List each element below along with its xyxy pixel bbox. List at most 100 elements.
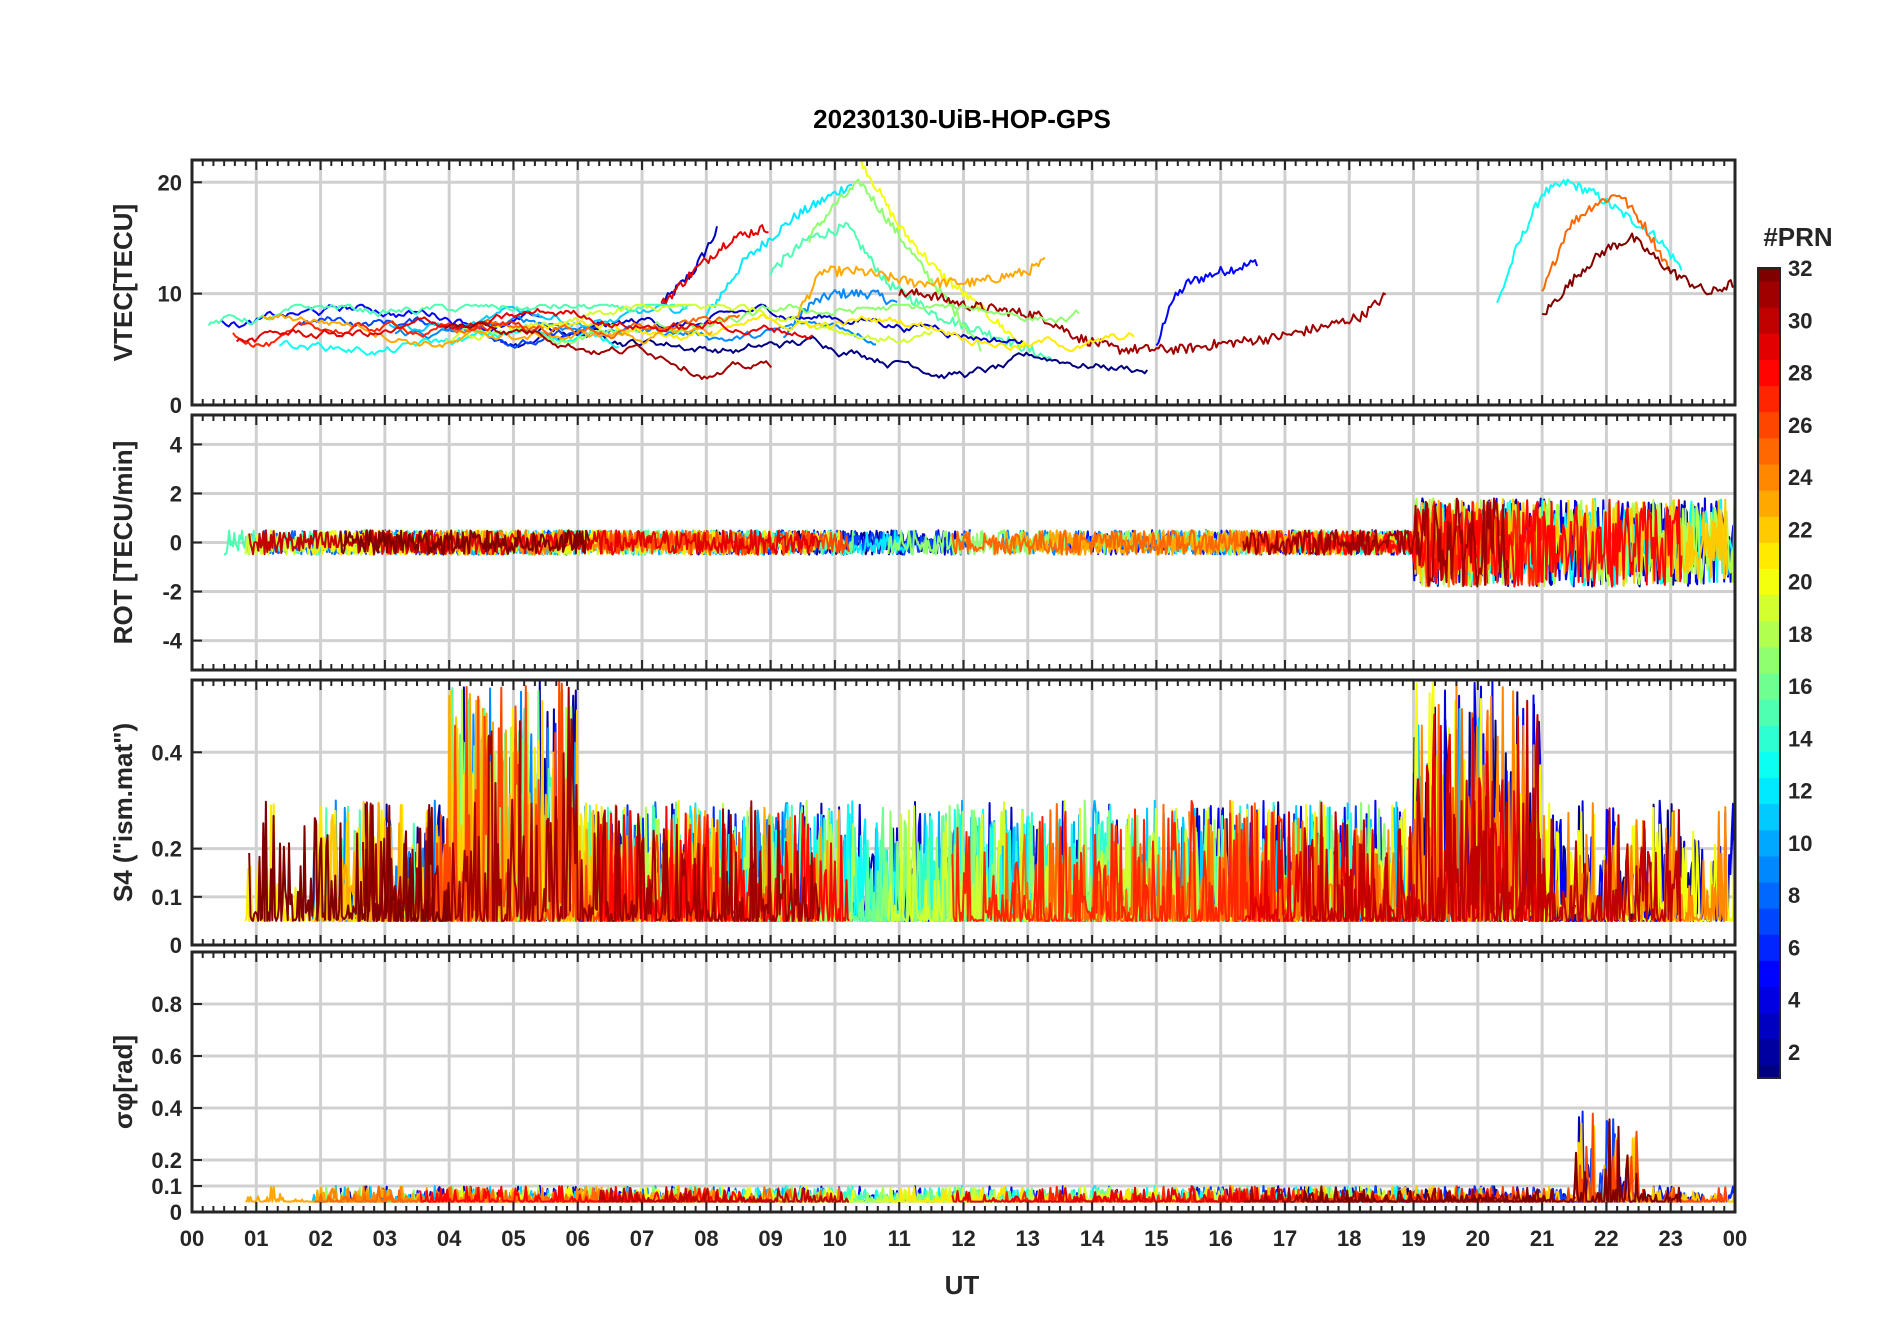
series-prn-29-bg	[235, 307, 814, 343]
series-prn-29	[660, 224, 769, 306]
series-prn-23-bg	[262, 313, 714, 348]
y-tick-label: 0.8	[151, 992, 182, 1017]
y-axis-label-rot: ROT [TECU/min]	[108, 441, 138, 645]
series-prn-31	[1242, 497, 1510, 588]
colorbar-step	[1758, 594, 1780, 622]
x-tick-label: 02	[308, 1226, 332, 1251]
traces-sigphi	[245, 1110, 1735, 1203]
colorbar-tick-label: 24	[1788, 465, 1813, 490]
y-tick-label: -4	[162, 629, 182, 654]
colorbar-step	[1758, 1064, 1780, 1079]
series-prn-23	[795, 256, 1046, 319]
colorbar-tick-label: 20	[1788, 570, 1812, 595]
x-tick-label: 14	[1080, 1226, 1105, 1251]
colorbar-tick-label: 32	[1788, 256, 1812, 281]
colorbar-step	[1758, 803, 1780, 831]
x-tick-label: 00	[180, 1226, 204, 1251]
colorbar-tick-label: 18	[1788, 622, 1812, 647]
colorbar-step	[1758, 725, 1780, 752]
x-tick-label: 05	[501, 1226, 525, 1251]
y-tick-label: 0	[170, 1200, 182, 1225]
series-prn-32	[248, 800, 451, 922]
colorbar-step	[1758, 268, 1780, 282]
x-tick-label: 17	[1273, 1226, 1297, 1251]
y-tick-label: 0.2	[151, 1148, 182, 1173]
x-tick-label: 04	[437, 1226, 462, 1251]
y-axis-label-s4: S4 ("ism.mat")	[108, 723, 138, 902]
x-tick-label: 13	[1016, 1226, 1040, 1251]
traces-vtec	[207, 160, 1734, 380]
colorbar-step	[1758, 281, 1780, 308]
series-prn-25	[951, 529, 1295, 556]
series-prn-25	[1541, 194, 1670, 292]
series-prn-30	[598, 1186, 849, 1203]
panel-s4: 0 0.1 0.2 0.4 S4 ("ism.mat")	[108, 678, 1737, 958]
y-tick-label: 4	[170, 432, 183, 457]
x-tick-label: 00	[1723, 1226, 1747, 1251]
colorbar-step	[1758, 437, 1780, 465]
y-axis-label-vtec: VTEC[TECU]	[108, 204, 138, 361]
series-prn-11-bg	[388, 303, 688, 333]
colorbar-frame	[1757, 267, 1781, 1079]
colorbar-step	[1758, 568, 1780, 596]
series-prn-32	[1541, 232, 1734, 316]
y-tick-label: -2	[162, 580, 182, 605]
colorbar-step	[1758, 882, 1780, 909]
colorbar-step	[1758, 333, 1780, 360]
series-prn-20	[860, 160, 1027, 348]
y-tick-label: 0.6	[151, 1044, 182, 1069]
series-prn-30	[1302, 699, 1683, 922]
y-tick-label: 0.1	[151, 1174, 182, 1199]
x-tick-label: 07	[630, 1226, 654, 1251]
colorbar-tick-label: 16	[1788, 674, 1812, 699]
colorbar-step	[1758, 516, 1780, 543]
series-prn-1-bg	[537, 325, 1149, 380]
series-prn-15	[769, 221, 1053, 360]
x-tick-label: 10	[823, 1226, 847, 1251]
colorbar-step	[1758, 986, 1780, 1014]
colorbar-tick-label: 2	[1788, 1040, 1800, 1065]
colorbar-tick-label: 12	[1788, 779, 1812, 804]
colorbar-step	[1758, 751, 1780, 779]
x-tick-label: 16	[1208, 1226, 1232, 1251]
series-prn-17-bg	[460, 303, 1080, 346]
colorbar-step	[1758, 673, 1780, 700]
colorbar-step	[1758, 646, 1780, 674]
y-tick-label: 0.1	[151, 885, 182, 910]
colorbar-step	[1758, 542, 1780, 569]
colorbar-step	[1758, 777, 1780, 805]
y-axis-label-sigphi: σφ[rad]	[108, 1035, 138, 1129]
colorbar-tick-label: 28	[1788, 361, 1812, 386]
colorbar-step	[1758, 385, 1780, 413]
series-prn-5	[1155, 259, 1259, 347]
x-tick-label: 18	[1337, 1226, 1361, 1251]
colorbar-tick-label: 4	[1788, 988, 1801, 1013]
x-tick-label: 15	[1144, 1226, 1168, 1251]
y-tick-label: 2	[170, 481, 182, 506]
y-tick-label: 0.4	[151, 1096, 182, 1121]
y-tick-label: 0	[170, 933, 182, 958]
series-prn-6	[1266, 1110, 1735, 1203]
colorbar-step	[1758, 908, 1780, 935]
panel-rot: -4 -2 0 2 4 ROT [TECU/min]	[108, 413, 1737, 672]
colorbar-tick-label: 10	[1788, 831, 1812, 856]
series-prn-17	[808, 178, 982, 352]
colorbar-step	[1758, 463, 1780, 491]
x-axis-label: UT	[945, 1270, 980, 1300]
x-tick-label: 09	[758, 1226, 782, 1251]
x-tick-label: 21	[1530, 1226, 1554, 1251]
colorbar-tick-label: 14	[1788, 726, 1813, 751]
colorbar-step	[1758, 411, 1780, 439]
panel-vtec: 0 10 20 VTEC[TECU]	[108, 158, 1737, 418]
x-tick-label: 03	[373, 1226, 397, 1251]
colorbar-step	[1758, 960, 1780, 988]
series-prn-21-bg	[526, 313, 1135, 352]
colorbar-step	[1758, 829, 1780, 857]
series-prn-32	[339, 529, 590, 556]
colorbar-tick-label: 8	[1788, 883, 1800, 908]
x-tick-label: 20	[1466, 1226, 1490, 1251]
series-prn-31	[898, 288, 1387, 355]
series-prn-30	[248, 529, 451, 556]
series-prn-28	[418, 1185, 770, 1203]
